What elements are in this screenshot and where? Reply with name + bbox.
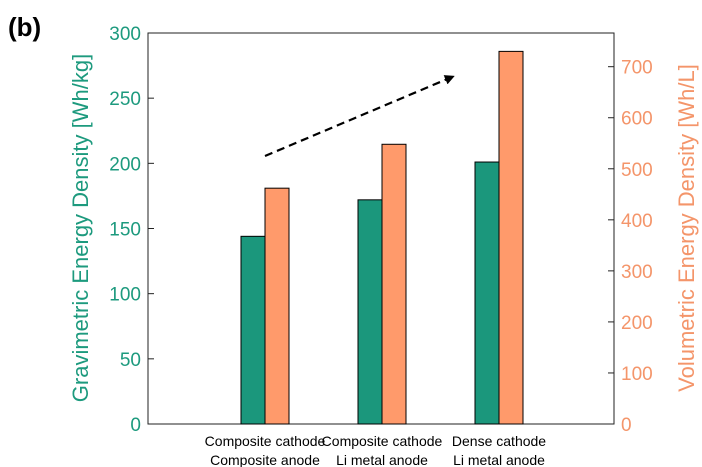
category-label: Composite cathode bbox=[322, 433, 443, 449]
right-axis-label: Volumetric Energy Density [Wh/L] bbox=[674, 64, 699, 392]
right-tick-label: 400 bbox=[621, 211, 653, 232]
category-label: Li metal anode bbox=[453, 452, 545, 467]
volumetric-bar bbox=[381, 143, 407, 425]
left-tick-label: 250 bbox=[109, 89, 141, 110]
left-axis-label: Gravimetric Energy Density [Wh/kg] bbox=[68, 54, 93, 402]
gravimetric-bar bbox=[474, 161, 500, 425]
volumetric-bar bbox=[498, 50, 524, 425]
panel-label: (b) bbox=[8, 12, 41, 42]
left-tick-label: 100 bbox=[109, 285, 141, 306]
category-label: Composite cathode bbox=[205, 433, 326, 449]
left-tick-label: 300 bbox=[109, 24, 141, 45]
left-axis-ticks: 0 50 100 150 200 250 300 bbox=[109, 24, 154, 436]
gravimetric-bar bbox=[357, 199, 383, 425]
left-tick-label: 150 bbox=[109, 220, 141, 241]
category-label: Dense cathode bbox=[452, 433, 546, 449]
right-axis-ticks: 0 100 200 300 400 500 600 700 bbox=[608, 58, 653, 436]
category-label: Li metal anode bbox=[336, 452, 428, 467]
left-tick-label: 200 bbox=[109, 154, 141, 175]
bars bbox=[240, 50, 524, 425]
right-tick-label: 100 bbox=[621, 364, 653, 385]
left-tick-label: 0 bbox=[130, 415, 141, 436]
right-tick-label: 500 bbox=[621, 160, 653, 181]
left-tick-label: 50 bbox=[120, 350, 141, 371]
trend-arrow bbox=[264, 75, 455, 158]
right-tick-label: 700 bbox=[621, 58, 653, 79]
right-tick-label: 300 bbox=[621, 262, 653, 283]
right-tick-label: 0 bbox=[621, 415, 632, 436]
category-label: Composite anode bbox=[210, 452, 320, 467]
right-tick-label: 600 bbox=[621, 109, 653, 130]
gravimetric-bar bbox=[240, 235, 266, 425]
volumetric-bar bbox=[264, 187, 290, 425]
right-tick-label: 200 bbox=[621, 313, 653, 334]
